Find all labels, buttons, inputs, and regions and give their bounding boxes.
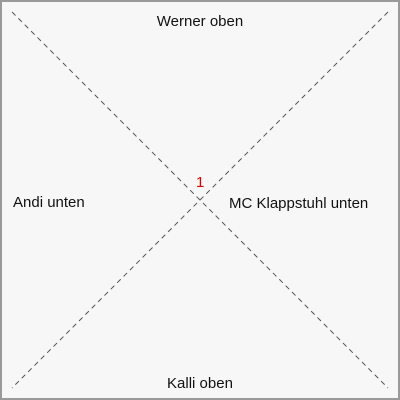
diagonal-line-ascending — [11, 11, 389, 389]
center-marker: 1 — [196, 174, 205, 191]
label-right: MC Klappstuhl unten — [229, 195, 369, 212]
label-left: Andi unten — [13, 194, 85, 211]
label-bottom: Kalli oben — [167, 375, 233, 392]
label-top: Werner oben — [156, 13, 244, 30]
